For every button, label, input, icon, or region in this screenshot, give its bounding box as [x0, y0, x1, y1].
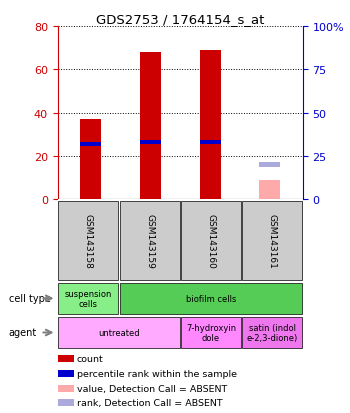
Bar [80, 120, 101, 199]
Text: count: count [77, 354, 104, 363]
Bar [58, 317, 180, 349]
Text: percentile rank within the sample: percentile rank within the sample [77, 369, 237, 378]
Bar [181, 317, 241, 349]
Bar [120, 283, 302, 314]
Text: rank, Detection Call = ABSENT: rank, Detection Call = ABSENT [77, 399, 223, 408]
Text: agent: agent [9, 328, 37, 338]
Text: cell type: cell type [9, 294, 51, 304]
Text: GSM143159: GSM143159 [145, 213, 154, 268]
Bar [181, 201, 241, 280]
Bar [120, 201, 180, 280]
Bar [140, 53, 161, 199]
Bar [242, 317, 302, 349]
Bar [199, 140, 220, 145]
Bar [58, 385, 74, 392]
Bar [80, 142, 101, 147]
Bar [140, 140, 161, 145]
Text: satin (indol
e-2,3-dione): satin (indol e-2,3-dione) [246, 323, 298, 342]
Bar [58, 201, 118, 280]
Text: GSM143161: GSM143161 [268, 213, 276, 268]
Bar [199, 51, 220, 199]
Bar [58, 399, 74, 406]
Text: value, Detection Call = ABSENT: value, Detection Call = ABSENT [77, 384, 227, 393]
Bar [58, 283, 118, 314]
Title: GDS2753 / 1764154_s_at: GDS2753 / 1764154_s_at [96, 13, 265, 26]
Bar [58, 355, 74, 362]
Text: 7-hydroxyin
dole: 7-hydroxyin dole [186, 323, 236, 342]
Text: GSM143160: GSM143160 [206, 213, 215, 268]
Bar [259, 180, 280, 199]
Bar [242, 201, 302, 280]
Bar [58, 370, 74, 377]
Bar [259, 163, 280, 167]
Text: untreated: untreated [98, 328, 140, 337]
Text: GSM143158: GSM143158 [84, 213, 93, 268]
Text: suspension
cells: suspension cells [65, 289, 112, 308]
Text: biofilm cells: biofilm cells [186, 294, 236, 303]
